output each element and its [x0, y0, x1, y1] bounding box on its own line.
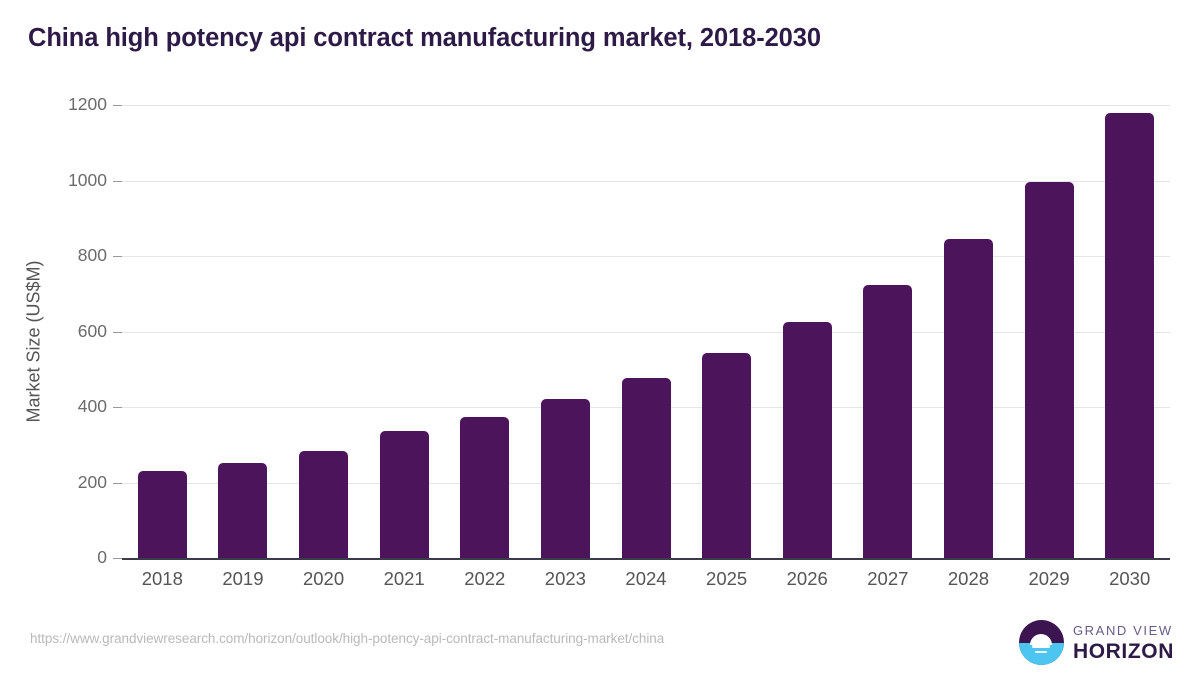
logo-bottom-text: HORIZON: [1072, 639, 1174, 663]
bar[interactable]: [782, 321, 832, 558]
x-tick-label: 2023: [544, 568, 586, 589]
x-tick-label: 2020: [302, 568, 345, 589]
y-axis-tick: [113, 407, 122, 408]
bar[interactable]: [379, 431, 429, 558]
y-axis-tick: [113, 482, 122, 484]
y-tick-label: 1200: [68, 94, 107, 114]
x-tick-label: 2019: [222, 568, 264, 589]
x-tick-label: 2018: [141, 568, 183, 589]
bar[interactable]: [460, 417, 510, 558]
bar[interactable]: [218, 462, 268, 558]
y-axis-tick: [113, 105, 122, 106]
x-tick-label: 2021: [383, 568, 425, 589]
logo-sun-dome: [1030, 633, 1053, 645]
y-tick-label: 600: [77, 320, 107, 341]
x-tick-label: 2027: [867, 568, 909, 589]
gridline: [122, 256, 1170, 257]
gridline: [122, 105, 1170, 106]
bar[interactable]: [540, 398, 590, 558]
grand-view-horizon-logo: GRAND VIEW HORIZON: [1018, 620, 1174, 665]
bar[interactable]: [299, 451, 349, 558]
y-tick-label: 200: [77, 471, 107, 492]
logo-ray-1: [1032, 645, 1051, 648]
y-tick-label: 0: [97, 547, 107, 567]
source-url[interactable]: https://www.grandviewresearch.com/horizo…: [30, 631, 665, 646]
x-tick-label: 2029: [1028, 568, 1070, 589]
y-axis-tick: [113, 558, 122, 559]
x-tick-label: 2026: [786, 568, 828, 589]
bar[interactable]: [1024, 182, 1074, 558]
y-tick-label: 800: [77, 245, 107, 265]
gridline: [122, 180, 1170, 182]
logo-wordmark: GRAND VIEW HORIZON: [1073, 624, 1174, 662]
logo-ray-2: [1035, 650, 1048, 654]
y-axis-tick: [113, 256, 122, 257]
bar[interactable]: [137, 471, 187, 558]
page-title: China high potency api contract manufact…: [28, 24, 821, 52]
bar[interactable]: [621, 378, 671, 558]
y-axis-tick: [113, 331, 122, 333]
x-axis-line: [122, 558, 1170, 560]
bar[interactable]: [702, 352, 752, 558]
bar[interactable]: [863, 285, 913, 558]
y-tick-label: 1000: [68, 169, 107, 190]
y-axis-tick: [113, 180, 122, 182]
bar[interactable]: [1105, 112, 1155, 558]
x-tick-label: 2025: [706, 568, 748, 589]
x-tick-label: 2030: [1109, 568, 1151, 589]
x-tick-label: 2022: [464, 568, 506, 589]
logo-top-text: GRAND VIEW: [1072, 622, 1173, 638]
y-tick-label: 400: [77, 396, 107, 416]
x-tick-label: 2024: [625, 568, 667, 589]
bar[interactable]: [943, 239, 993, 558]
logo-sea-shape: [1018, 642, 1064, 665]
gridline: [122, 331, 1170, 333]
horizon-sun-icon: [1018, 620, 1064, 665]
x-tick-label: 2028: [947, 568, 990, 589]
